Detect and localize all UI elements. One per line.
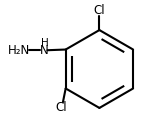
Text: Cl: Cl (56, 101, 67, 114)
Text: H₂N: H₂N (7, 44, 30, 57)
Text: Cl: Cl (94, 4, 105, 17)
Text: H: H (41, 38, 48, 48)
Text: N: N (40, 44, 49, 57)
